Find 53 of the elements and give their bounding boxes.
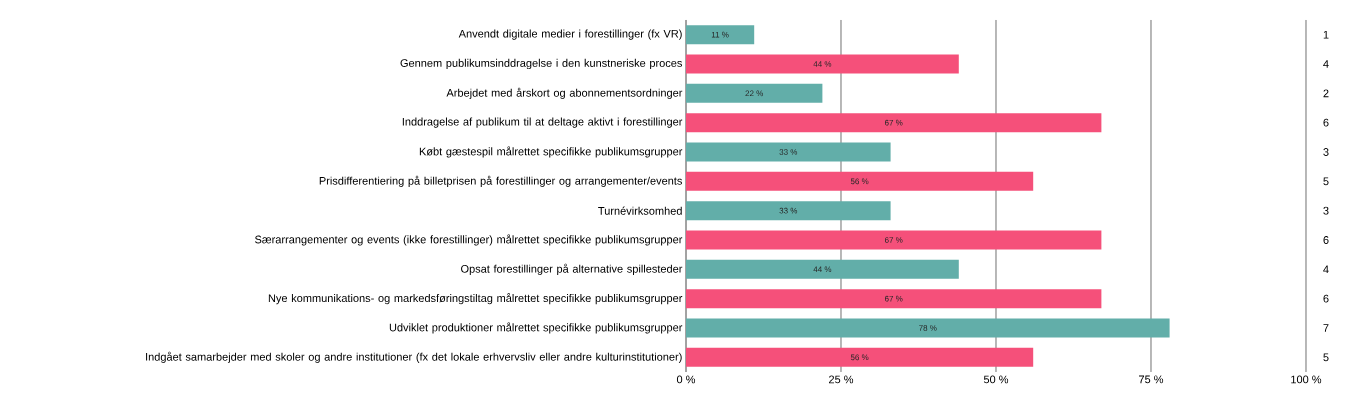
data-label: 33 %	[779, 149, 798, 155]
y-tick-label: Nye kommunikations- og markedsføringstiltag målrettet specifikke publikumsgrupper	[268, 293, 683, 305]
text: 4	[1323, 60, 1329, 68]
data-label: 11 %	[711, 31, 729, 38]
data-label: 56 %	[850, 354, 869, 361]
text: 3	[1323, 148, 1329, 156]
x-tick-label: 50 %	[983, 375, 1009, 384]
y-tick-label: Anvendt digitale medier i forestillinger (fx VR)	[458, 29, 682, 40]
text: 1	[1323, 30, 1329, 39]
data-label: 33 %	[779, 207, 798, 214]
data-label: 44 %	[813, 61, 832, 67]
y-tick-label: Indgået samarbejder med skoler og andre institutioner (fx det lokale erhvervsliv eller andre kulturinstitutioner)	[146, 351, 682, 363]
x-tick-label: 25 %	[829, 375, 854, 384]
y-tick-label: Købt gæstespil målrettet specifikke publikumsgrupper	[419, 146, 683, 158]
y-tick-label: Inddragelse af publikum til at deltage aktivt i forestillinger	[402, 117, 683, 128]
text: 6	[1323, 294, 1329, 303]
y-tick-label: Opsat forestillinger på alternative spillesteder	[461, 263, 683, 275]
bar	[686, 83, 823, 103]
data-label: 44 %	[813, 266, 832, 273]
y-tick-label: Prisdifferentiering på billetprisen på forestillinger og arrangementer/events	[319, 175, 682, 187]
bar	[686, 113, 1102, 133]
text: 2	[1323, 89, 1329, 98]
text: 4	[1323, 265, 1329, 274]
y-tick-label: Gennem publikumsinddragelse i den kunstneriske proces	[400, 58, 682, 70]
bar	[686, 347, 1034, 367]
bar	[686, 230, 1102, 250]
y-tick-label: Turnévirksomhed	[598, 206, 682, 215]
x-tick-label: 100 %	[1291, 375, 1322, 384]
text: 6	[1323, 236, 1329, 244]
data-label: 67 %	[884, 295, 903, 302]
bar	[686, 54, 959, 74]
x-tick-label: 75 %	[1139, 375, 1164, 384]
x-tick-label: 0 %	[676, 375, 696, 384]
text: 5	[1323, 353, 1329, 362]
data-label: 78 %	[919, 325, 937, 331]
text: 5	[1323, 177, 1329, 186]
bar	[686, 171, 1034, 191]
bar	[686, 25, 755, 45]
bar	[686, 201, 891, 221]
bar	[686, 259, 959, 279]
data-label: 67 %	[884, 237, 903, 243]
data-label: 22 %	[745, 90, 764, 97]
bar	[686, 142, 891, 162]
bar	[686, 318, 1170, 338]
data-label: 67 %	[884, 119, 903, 126]
y-tick-label: Arbejdet med årskort og abonnementsordninger	[446, 87, 683, 99]
bar	[686, 289, 1102, 309]
data-label: 56 %	[850, 178, 869, 185]
text: 6	[1323, 118, 1329, 127]
text: 7	[1323, 324, 1329, 332]
y-tick-label: Udviklet produktioner målrettet specifikke publikumsgrupper	[389, 322, 683, 334]
text: 3	[1323, 206, 1329, 215]
y-tick-label: Særarrangementer og events (ikke forestillinger) målrettet specifikke publikumsgrupper	[255, 234, 683, 246]
